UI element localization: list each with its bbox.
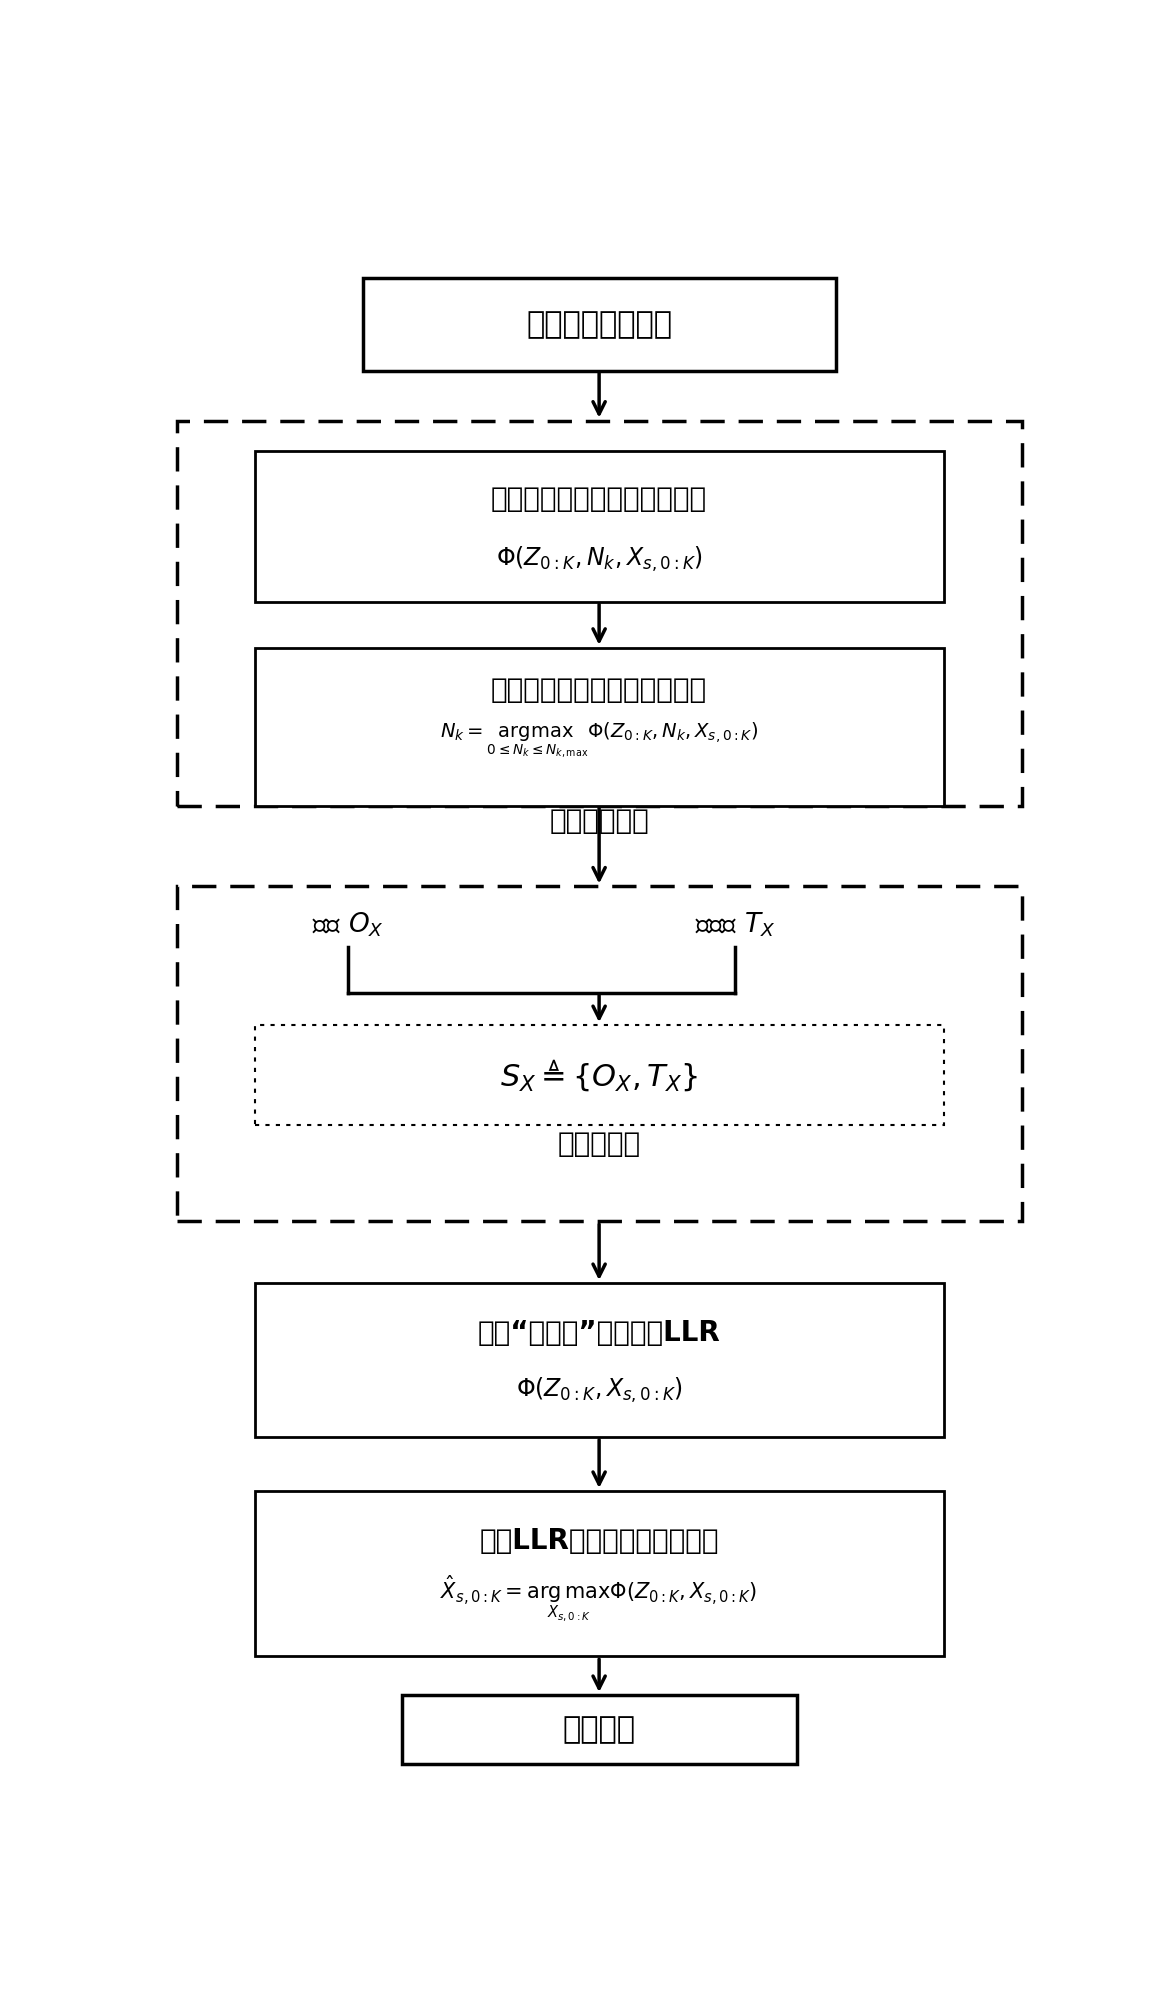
Bar [255,451,945,601]
Text: 极大化似然函数求解目标个数: 极大化似然函数求解目标个数 [491,677,707,705]
Bar [255,647,945,805]
Text: 求解目标数目: 求解目标数目 [549,807,649,835]
Bar [178,887,1022,1222]
Text: 优化LLR函数求解超目标状态: 优化LLR函数求解超目标状态 [479,1528,719,1556]
Text: $S_X\triangleq\{O_X,T_X\}$: $S_X\triangleq\{O_X,T_X\}$ [500,1056,698,1092]
Text: 目标 $O_X$: 目标 $O_X$ [312,911,383,939]
Text: 构建“超目标”状态下的LLR: 构建“超目标”状态下的LLR [478,1320,720,1348]
Text: 原始测量数据集合: 原始测量数据集合 [526,310,672,339]
Bar [402,1695,797,1763]
Bar [255,1492,945,1656]
Bar [255,1024,945,1124]
Text: 假定目标个数并构建似然函数: 假定目标个数并构建似然函数 [491,485,707,513]
Text: 航迹回溯: 航迹回溯 [562,1715,636,1743]
Text: $\Phi\left(Z_{0:K},X_{s,0:K}\right)$: $\Phi\left(Z_{0:K},X_{s,0:K}\right)$ [516,1376,683,1406]
Text: 构建超目标: 构建超目标 [558,1130,641,1158]
Bar [178,421,1022,805]
Bar [255,1282,945,1438]
Text: $\Phi\left(Z_{0:K},N_k,X_{s,0:K}\right)$: $\Phi\left(Z_{0:K},N_k,X_{s,0:K}\right)$ [496,545,703,573]
Bar [364,278,836,371]
Text: $\hat{X}_{s,0:K}=\underset{X_{s,0:K}}{\arg\max}\Phi\left(Z_{0:K},X_{s,0:K}\right: $\hat{X}_{s,0:K}=\underset{X_{s,0:K}}{\a… [441,1574,758,1624]
Text: $N_k=\underset{0\leq N_k\leq N_{k,\max}}{\operatorname{argmax}}\Phi\left(Z_{0:K}: $N_k=\underset{0\leq N_k\leq N_{k,\max}}… [440,721,759,761]
Text: 辐射源 $T_X$: 辐射源 $T_X$ [694,911,775,939]
